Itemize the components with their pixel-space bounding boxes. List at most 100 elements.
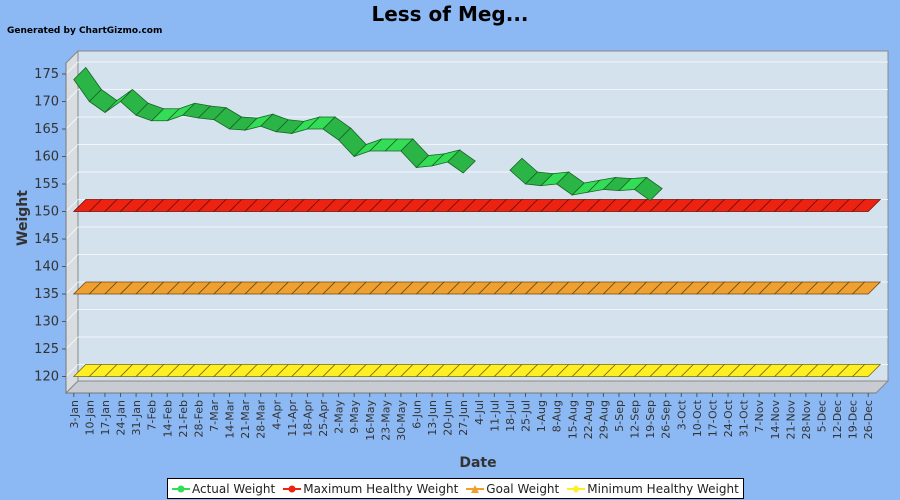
y-axis: 120 125 130 135 140 145 150 155 160 165 170 175 bbox=[34, 63, 67, 393]
legend-item: Actual Weight bbox=[172, 482, 275, 496]
x-tick-label: 24-Jan bbox=[115, 400, 128, 436]
x-tick-label: 8-Aug bbox=[551, 400, 564, 432]
x-tick-label: 3-Jan bbox=[68, 400, 81, 429]
x-tick-label: 12-Sep bbox=[629, 400, 642, 439]
legend-marker-icon bbox=[283, 483, 302, 495]
x-tick-label: 6-Jun bbox=[410, 400, 423, 429]
series-minimum-healthy-weight bbox=[72, 364, 882, 377]
grid-line bbox=[65, 89, 79, 102]
x-tick-label: 15-Aug bbox=[566, 400, 579, 439]
legend-label: Actual Weight bbox=[192, 481, 276, 496]
legend-label: Minimum Healthy Weight bbox=[587, 481, 739, 496]
x-tick-label: 28-Mar bbox=[255, 400, 268, 439]
grid-line bbox=[65, 254, 79, 267]
x-tick-label: 24-Oct bbox=[722, 399, 735, 437]
grid-line bbox=[65, 309, 79, 322]
x-tick-label: 21-Nov bbox=[784, 400, 797, 440]
x-tick-label: 5-Sep bbox=[613, 400, 626, 432]
y-tick-label: 130 bbox=[34, 315, 59, 330]
y-tick-label: 155 bbox=[34, 177, 59, 192]
series-segment bbox=[447, 149, 476, 174]
x-tick-label: 29-Aug bbox=[597, 400, 610, 439]
y-tick-label: 135 bbox=[34, 287, 59, 302]
y-tick-label: 140 bbox=[34, 260, 59, 275]
series-goal-weight bbox=[72, 281, 882, 295]
series-segment bbox=[851, 364, 882, 377]
y-tick-label: 165 bbox=[34, 122, 59, 137]
x-tick-label: 21-Feb bbox=[177, 400, 190, 437]
x-tick-label: 22-Aug bbox=[582, 400, 595, 439]
x-tick-label: 23-May bbox=[379, 400, 392, 441]
legend-marker-icon bbox=[466, 483, 485, 495]
legend-label: Goal Weight bbox=[486, 481, 560, 496]
legend-item: Goal Weight bbox=[466, 482, 559, 496]
y-tick-label: 160 bbox=[34, 150, 59, 165]
x-tick-label: 7-Mar bbox=[208, 400, 221, 432]
grid-line bbox=[65, 364, 79, 377]
x-tick-label: 27-Jun bbox=[457, 400, 470, 436]
x-tick-label: 26-Dec bbox=[862, 400, 875, 439]
x-tick-label: 1-Aug bbox=[535, 400, 548, 432]
series-segment bbox=[851, 281, 882, 295]
x-tick-label: 25-Jul bbox=[520, 400, 533, 432]
series-maximum-healthy-weight bbox=[72, 199, 882, 212]
floor bbox=[64, 380, 890, 394]
grid-line bbox=[65, 336, 79, 350]
x-tick-label: 20-Jun bbox=[442, 400, 455, 436]
y-tick-label: 120 bbox=[34, 370, 59, 385]
x-tick-label: 25-Apr bbox=[317, 400, 330, 437]
x-tick-label: 7-Feb bbox=[146, 400, 159, 430]
x-tick-label: 4-Jul bbox=[473, 400, 486, 425]
legend-marker-icon bbox=[567, 483, 586, 495]
x-tick-label: 4-Apr bbox=[270, 400, 283, 430]
grid-line bbox=[65, 116, 79, 130]
grid-line bbox=[65, 226, 79, 240]
x-tick-label: 18-Jul bbox=[504, 400, 517, 432]
x-tick-label: 11-Apr bbox=[286, 400, 299, 437]
x-axis-label: Date bbox=[459, 455, 496, 471]
grid-line bbox=[65, 171, 79, 185]
y-tick-label: 125 bbox=[34, 342, 59, 357]
x-tick-label: 2-May bbox=[333, 400, 346, 434]
x-axis: 3-Jan 10-Jan 17-Jan 24-Jan 31-Jan 7-Feb 14-Feb… bbox=[66, 392, 876, 441]
x-tick-label: 7-Nov bbox=[753, 400, 766, 433]
y-tick-label: 145 bbox=[34, 232, 59, 247]
x-tick-label: 19-Dec bbox=[847, 400, 860, 439]
x-tick-label: 12-Dec bbox=[831, 400, 844, 439]
x-tick-label: 14-Mar bbox=[224, 400, 237, 439]
x-tick-label: 14-Feb bbox=[161, 400, 174, 437]
x-tick-label: 11-Jul bbox=[488, 400, 501, 432]
chart-title: Less of Meg... bbox=[371, 2, 529, 26]
series-actual-weight bbox=[73, 66, 663, 202]
grid-line bbox=[65, 144, 79, 157]
y-tick-label: 170 bbox=[34, 95, 59, 110]
left-wall bbox=[65, 49, 79, 395]
legend-item: Minimum Healthy Weight bbox=[567, 482, 739, 496]
x-tick-label: 10-Jan bbox=[83, 400, 96, 436]
back-wall bbox=[77, 50, 889, 382]
x-tick-label: 10-Oct bbox=[691, 399, 704, 437]
grid-line bbox=[65, 199, 79, 212]
legend-marker-icon bbox=[172, 483, 190, 495]
x-tick-label: 26-Sep bbox=[660, 400, 673, 439]
y-axis-label: Weight bbox=[15, 190, 31, 246]
x-tick-label: 5-Dec bbox=[815, 400, 828, 432]
series-segment bbox=[851, 199, 882, 212]
x-tick-label: 13-Jun bbox=[426, 400, 439, 436]
x-tick-label: 19-Sep bbox=[644, 400, 657, 439]
y-tick-label: 175 bbox=[34, 67, 59, 82]
grid-line bbox=[65, 61, 79, 75]
legend: Actual Weight Maximum Healthy Weight Goal … bbox=[167, 478, 744, 499]
credit-text: Generated by ChartGizmo.com bbox=[7, 26, 163, 36]
plot-walls bbox=[64, 49, 890, 395]
y-tick-label: 150 bbox=[34, 205, 59, 220]
x-tick-label: 18-Apr bbox=[301, 400, 314, 437]
x-tick-label: 28-Feb bbox=[192, 400, 205, 437]
x-tick-label: 21-Mar bbox=[239, 400, 252, 439]
x-tick-label: 31-Jan bbox=[130, 400, 143, 436]
x-tick-label: 31-Oct bbox=[738, 399, 751, 437]
series-segment bbox=[633, 176, 663, 202]
legend-item: Maximum Healthy Weight bbox=[283, 482, 458, 496]
x-tick-label: 17-Oct bbox=[706, 399, 719, 437]
